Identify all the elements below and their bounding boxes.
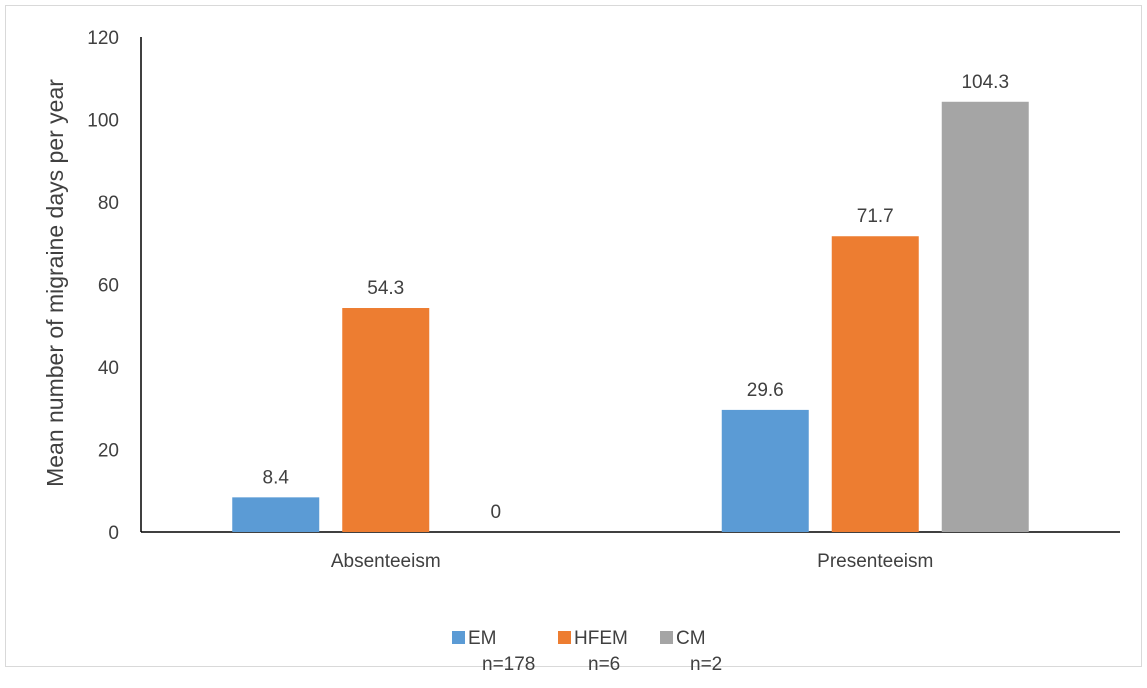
y-tick-label: 120 (87, 28, 119, 49)
bar-chart: Mean number of migraine days per year 0 2… (42, 28, 1120, 572)
legend-series-name: CM (676, 628, 706, 649)
bar-hfem-absenteeism (342, 308, 430, 532)
bar-cm-presenteeism (941, 101, 1029, 532)
bar-hfem-presenteeism (831, 236, 919, 533)
legend-swatch-em (452, 630, 465, 644)
legend-label-em: EM n=178 (468, 628, 535, 676)
y-tick-label: 40 (98, 358, 119, 379)
bar-em-absenteeism (232, 497, 320, 532)
y-axis-label: Mean number of migraine days per year (42, 79, 68, 487)
x-category-label: Presenteeism (817, 551, 933, 572)
x-category-label: Absenteeism (331, 551, 441, 572)
legend-sample-size: n=6 (588, 654, 621, 675)
legend: EM n=178 HFEM n=6 CM n=2 (452, 628, 772, 688)
data-label: 29.6 (747, 380, 784, 401)
y-tick-label: 80 (98, 193, 119, 214)
legend-item-cm: CM n=2 (660, 628, 722, 676)
bar-value-labels: 8.4 54.3 0 29.6 71.7 104.3 (263, 72, 1009, 523)
x-category-labels: Absenteeism Presenteeism (331, 551, 934, 572)
bar-em-presenteeism (721, 409, 809, 532)
data-label: 0 (490, 502, 501, 523)
data-label: 54.3 (367, 278, 404, 299)
legend-swatch-cm (660, 630, 673, 644)
y-tick-label: 100 (87, 111, 119, 132)
y-tick-label: 20 (98, 441, 119, 462)
legend-label-cm: CM n=2 (676, 628, 722, 676)
y-tick-label: 60 (98, 276, 119, 297)
legend-sample-size: n=2 (690, 654, 723, 675)
legend-item-em: EM n=178 (452, 628, 535, 676)
y-tick-label: 0 (108, 523, 119, 544)
bars (232, 101, 1029, 533)
y-tick-labels: 0 20 40 60 80 100 120 (87, 28, 119, 544)
legend-swatch-hfem (558, 630, 571, 644)
data-label: 8.4 (263, 467, 290, 488)
data-label: 71.7 (857, 206, 894, 227)
legend-sample-size: n=178 (482, 654, 536, 675)
legend-series-name: HFEM (574, 628, 628, 649)
data-label: 104.3 (961, 72, 1009, 93)
legend-series-name: EM (468, 628, 497, 649)
legend-item-hfem: HFEM n=6 (558, 628, 628, 676)
legend-label-hfem: HFEM n=6 (574, 628, 628, 676)
